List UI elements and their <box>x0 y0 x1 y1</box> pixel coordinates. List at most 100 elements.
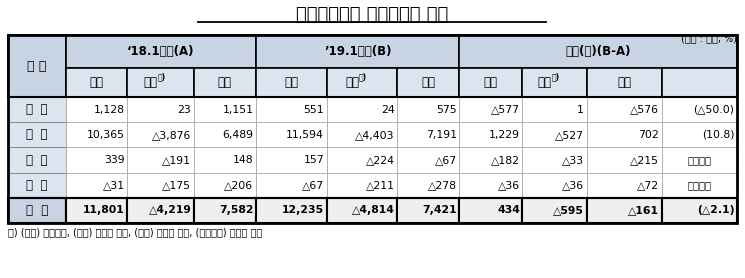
Text: (단위 : 억원, %): (단위 : 억원, %) <box>681 33 737 43</box>
Text: △577: △577 <box>491 105 520 115</box>
Text: 경제: 경제 <box>345 76 359 89</box>
Text: 농  협: 농 협 <box>26 128 48 141</box>
Bar <box>256 68 326 97</box>
Bar <box>586 68 662 97</box>
Bar <box>326 147 397 173</box>
Text: (△2.1): (△2.1) <box>697 205 735 215</box>
Bar <box>586 147 662 173</box>
Text: 6,489: 6,489 <box>222 130 253 140</box>
Bar <box>460 97 522 122</box>
Bar <box>460 68 522 97</box>
Bar <box>66 198 127 223</box>
Text: 157: 157 <box>303 155 324 165</box>
Text: 합  계: 합 계 <box>25 204 48 217</box>
Bar <box>460 122 522 147</box>
Bar <box>460 147 522 173</box>
Text: △191: △191 <box>162 155 191 165</box>
Text: △36: △36 <box>562 180 584 190</box>
Bar <box>194 198 256 223</box>
Bar <box>662 147 737 173</box>
Bar <box>127 97 194 122</box>
Text: 7,191: 7,191 <box>426 130 457 140</box>
Bar <box>662 173 737 198</box>
Bar <box>127 147 194 173</box>
Bar <box>397 68 460 97</box>
Text: 증감(률)(B-A): 증감(률)(B-A) <box>565 45 631 58</box>
Text: 상호금융조합 당기순이익 현황: 상호금융조합 당기순이익 현황 <box>296 6 448 24</box>
Text: △215: △215 <box>630 155 659 165</box>
Text: △206: △206 <box>224 180 253 190</box>
Bar <box>8 35 737 223</box>
Bar <box>662 68 737 97</box>
Bar <box>256 35 460 68</box>
Bar <box>8 97 66 122</box>
Text: 12,235: 12,235 <box>282 205 324 215</box>
Text: 주): 주) <box>359 73 367 82</box>
Bar <box>256 97 326 122</box>
Bar <box>127 173 194 198</box>
Bar <box>522 68 586 97</box>
Text: △67: △67 <box>435 155 457 165</box>
Text: (△50.0): (△50.0) <box>694 105 735 115</box>
Text: 주) (신협) 복지사업, (농협) 농식품 판매, (수협) 수산물 판매, (산림조합) 임산물 유통: 주) (신협) 복지사업, (농협) 농식품 판매, (수협) 수산물 판매, … <box>8 227 262 237</box>
Text: ’19.1분기(B): ’19.1분기(B) <box>324 45 391 58</box>
Text: 신용: 신용 <box>89 76 104 89</box>
Bar <box>522 198 586 223</box>
Text: 적지지속: 적지지속 <box>688 180 711 190</box>
Bar <box>256 198 326 223</box>
Bar <box>397 97 460 122</box>
Bar <box>256 122 326 147</box>
Text: 7,582: 7,582 <box>219 205 253 215</box>
Bar <box>460 35 737 68</box>
Text: △31: △31 <box>103 180 125 190</box>
Text: △527: △527 <box>555 130 584 140</box>
Bar <box>127 198 194 223</box>
Text: 339: 339 <box>104 155 125 165</box>
Text: 23: 23 <box>177 105 191 115</box>
Bar <box>8 122 66 147</box>
Text: △4,403: △4,403 <box>355 130 395 140</box>
Text: 구 분: 구 분 <box>27 59 46 73</box>
Bar <box>8 35 66 97</box>
Bar <box>326 198 397 223</box>
Text: 11,594: 11,594 <box>286 130 324 140</box>
Text: △4,219: △4,219 <box>148 205 191 215</box>
Bar <box>194 68 256 97</box>
Text: 합계: 합계 <box>218 76 232 89</box>
Bar <box>66 35 256 68</box>
Bar <box>8 198 66 223</box>
Text: 11,801: 11,801 <box>83 205 125 215</box>
Bar <box>662 97 737 122</box>
Text: △36: △36 <box>498 180 520 190</box>
Text: △161: △161 <box>628 205 659 215</box>
Bar <box>397 173 460 198</box>
Bar <box>397 147 460 173</box>
Text: 10,365: 10,365 <box>87 130 125 140</box>
Bar <box>326 122 397 147</box>
Bar <box>326 97 397 122</box>
Text: 7,421: 7,421 <box>422 205 457 215</box>
Bar <box>8 147 66 173</box>
Bar <box>8 173 66 198</box>
Bar <box>522 173 586 198</box>
Bar <box>460 173 522 198</box>
Bar <box>662 122 737 147</box>
Bar <box>586 122 662 147</box>
Bar <box>256 147 326 173</box>
Bar <box>662 198 737 223</box>
Text: 1,229: 1,229 <box>489 130 520 140</box>
Text: △211: △211 <box>366 180 395 190</box>
Bar <box>194 147 256 173</box>
Text: 1,128: 1,128 <box>94 105 125 115</box>
Text: 적지전환: 적지전환 <box>688 155 711 165</box>
Text: 주): 주) <box>551 73 559 82</box>
Text: 주): 주) <box>158 73 166 82</box>
Text: 경제: 경제 <box>537 76 551 89</box>
Text: △595: △595 <box>554 205 584 215</box>
Bar <box>522 147 586 173</box>
Text: △3,876: △3,876 <box>152 130 191 140</box>
Text: 합계: 합계 <box>617 76 631 89</box>
Bar <box>586 97 662 122</box>
Bar <box>66 147 127 173</box>
Bar <box>326 173 397 198</box>
